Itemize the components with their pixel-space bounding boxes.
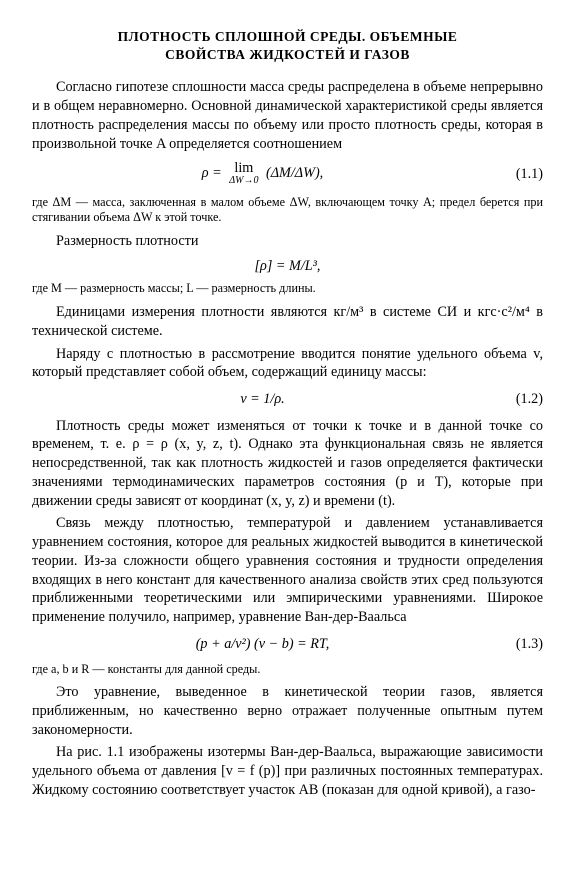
note-1: где ΔM — масса, заключенная в малом объе… [32,195,543,226]
title-line-1: ПЛОТНОСТЬ СПЛОШНОЙ СРЕДЫ. ОБЪЕМНЫЕ [118,29,458,44]
paragraph-3: Единицами измерения плотности являются к… [32,303,543,340]
equation-dimension: [ρ] = M/L³, [32,257,543,276]
equation-1-2: v = 1/ρ. (1.2) [32,390,543,409]
paragraph-4: Наряду с плотностью в рассмотрение вводи… [32,345,543,382]
eq11-lhs: ρ = [202,165,225,181]
eq11-rhs: (ΔM/ΔW), [266,165,323,181]
paragraph-8: На рис. 1.1 изображены изотермы Ван-дер-… [32,743,543,799]
note-2: где M — размерность массы; L — размернос… [32,281,543,297]
section-title: ПЛОТНОСТЬ СПЛОШНОЙ СРЕДЫ. ОБЪЕМНЫЕ СВОЙС… [32,28,543,64]
equation-1-3-body: (p + a/v²) (v − b) = RT, [32,635,493,654]
eq11-limit: lim ΔW→0 [229,161,258,186]
paragraph-2: Размерность плотности [32,232,543,251]
paragraph-7: Это уравнение, выведенное в кинетической… [32,683,543,739]
equation-1-2-number: (1.2) [493,390,543,409]
paragraph-1: Согласно гипотезе сплошности масса среды… [32,78,543,153]
equation-1-1-body: ρ = lim ΔW→0 (ΔM/ΔW), [32,161,493,186]
eq11-lim-bot: ΔW→0 [229,176,258,187]
title-line-2: СВОЙСТВА ЖИДКОСТЕЙ И ГАЗОВ [165,47,410,62]
eq11-lim-top: lim [234,160,253,176]
paragraph-5: Плотность среды может изменяться от точк… [32,417,543,511]
equation-1-3-number: (1.3) [493,635,543,654]
equation-1-3: (p + a/v²) (v − b) = RT, (1.3) [32,635,543,654]
equation-1-2-body: v = 1/ρ. [32,390,493,409]
equation-1-1-number: (1.1) [493,165,543,184]
paragraph-6: Связь между плотностью, температурой и д… [32,514,543,626]
note-3: где a, b и R — константы для данной сред… [32,662,543,678]
equation-1-1: ρ = lim ΔW→0 (ΔM/ΔW), (1.1) [32,161,543,186]
page: ПЛОТНОСТЬ СПЛОШНОЙ СРЕДЫ. ОБЪЕМНЫЕ СВОЙС… [0,0,575,895]
